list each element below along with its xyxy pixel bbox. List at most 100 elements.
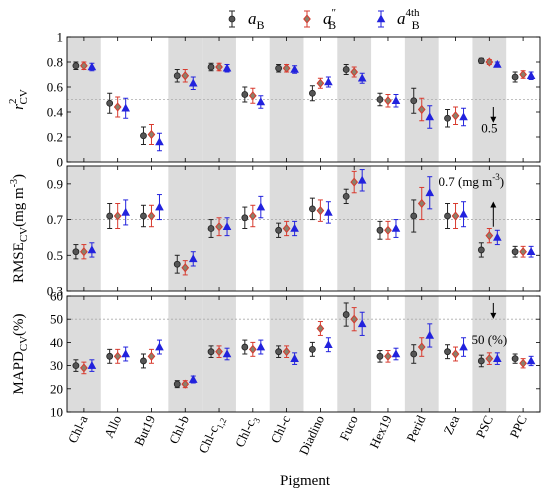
data-point-aB2	[417, 104, 426, 115]
data-point-aB	[72, 62, 80, 70]
y-tick-label: 10	[50, 405, 63, 420]
legend-label-aB: aB	[248, 9, 265, 32]
data-point-aB4	[526, 247, 536, 256]
data-point-aB4	[526, 71, 536, 80]
panels: 0 0.2 0.4 0.6 0.8 1 r2CV 0.5 0.3 0.5 0.7 0.9 RMSECV(…	[7, 30, 541, 420]
data-point-aB	[106, 212, 114, 220]
data-point-aB	[444, 212, 451, 220]
x-axis: Chl-a Allo But19 Chl-b Chl-c1,2 Chl-c3 Chl-c Di…	[65, 412, 530, 457]
y-tick-label: 1	[57, 30, 64, 45]
panel-frame	[66, 36, 541, 163]
data-point-aB2	[316, 323, 325, 334]
data-point-aB2	[350, 67, 359, 77]
data-point-aB	[342, 66, 350, 73]
data-point-aB2	[282, 223, 291, 234]
data-point-aB	[342, 311, 350, 318]
annotation-label-mapd: 50 (%)	[471, 332, 507, 347]
data-point-aB2	[248, 91, 257, 101]
data-point-aB	[173, 72, 181, 80]
data-point-aB	[308, 89, 316, 97]
data-point-aB2	[181, 71, 190, 81]
data-point-aB4	[425, 112, 435, 121]
x-axis-label: Pigment	[280, 473, 331, 489]
annotation-arrowhead	[490, 312, 497, 319]
data-point-aB2	[384, 96, 392, 106]
data-point-aB	[140, 212, 147, 220]
data-point-aB2	[215, 222, 223, 232]
data-point-aB2	[248, 211, 257, 221]
legend-marker-aB	[228, 15, 236, 23]
data-point-aB	[140, 132, 147, 140]
data-point-aB2	[181, 263, 190, 273]
data-point-aB	[241, 343, 249, 351]
data-point-aB	[173, 380, 181, 388]
data-point-aB4	[425, 188, 435, 197]
data-point-aB2	[181, 379, 190, 389]
annotation-arrowhead	[490, 116, 497, 123]
data-point-aB4	[324, 207, 333, 216]
annotation-label-r2: 0.5	[481, 120, 497, 135]
data-point-aB2	[350, 177, 359, 187]
data-point-aB4	[357, 319, 367, 328]
data-point-aB2	[215, 347, 223, 357]
data-point-aB4	[256, 97, 266, 106]
data-point-aB	[241, 91, 249, 98]
data-point-aB	[342, 192, 350, 200]
data-point-aB4	[188, 254, 198, 263]
data-point-aB4	[357, 73, 367, 82]
data-point-aB4	[493, 232, 502, 241]
category-label: Fuco	[336, 413, 361, 443]
y-tick-label: 0.5	[47, 248, 63, 263]
data-point-aB	[207, 348, 215, 356]
data-point-aB	[308, 345, 316, 353]
y-tick-label: 0.3	[47, 284, 63, 299]
data-point-aB2	[417, 198, 426, 209]
data-point-aB4	[188, 374, 198, 383]
category-label: PSC	[473, 413, 496, 440]
data-point-aB2	[417, 342, 426, 352]
y-tick-label: 20	[50, 381, 63, 396]
data-point-aB4	[222, 349, 232, 358]
data-point-aB2	[485, 231, 494, 241]
category-label: Perid	[403, 412, 428, 444]
y-axis-label-r2: r2CV	[7, 89, 30, 110]
y-tick-label: 60	[50, 289, 63, 304]
data-point-aB4	[121, 103, 130, 112]
panel-r2: 0 0.2 0.4 0.6 0.8 1 r2CV 0.5	[7, 30, 541, 170]
data-point-aB	[207, 63, 215, 71]
category-label: Chl-a	[65, 413, 91, 446]
data-point-aB2	[451, 349, 460, 359]
data-point-aB	[477, 357, 485, 365]
shade-column	[472, 37, 507, 162]
category-label: PPC	[506, 413, 529, 440]
panel-mapd: 10 20 30 40 50 60 MAPDCV(%) 50 (%)	[11, 289, 541, 420]
data-point-aB	[308, 205, 316, 213]
data-point-aB2	[147, 211, 156, 221]
data-point-aB2	[80, 61, 88, 71]
category-label: But19	[131, 413, 158, 448]
data-point-aB4	[222, 63, 232, 72]
shade-column	[269, 37, 304, 162]
data-point-aB4	[155, 202, 164, 211]
data-point-aB2	[215, 62, 223, 72]
category-label: Hex19	[366, 413, 394, 451]
data-point-aB2	[519, 69, 527, 80]
y-tick-label: 0.4	[47, 105, 64, 120]
shade-column	[337, 37, 372, 162]
data-point-aB4	[155, 342, 164, 351]
data-point-aB	[106, 99, 114, 107]
annotation-label-rmse: 0.7 (mg m-3)	[438, 172, 504, 189]
data-point-aB4	[87, 62, 97, 71]
data-point-aB4	[459, 209, 468, 218]
data-point-aB2	[113, 211, 122, 221]
data-point-aB	[106, 352, 114, 360]
data-point-aB	[477, 57, 485, 65]
data-point-aB	[444, 114, 451, 122]
data-point-aB4	[256, 342, 266, 351]
data-point-aB2	[384, 351, 392, 361]
data-point-aB4	[425, 330, 435, 339]
data-point-aB2	[80, 363, 88, 373]
data-point-aB4	[87, 360, 97, 369]
data-point-aB4	[87, 245, 97, 254]
